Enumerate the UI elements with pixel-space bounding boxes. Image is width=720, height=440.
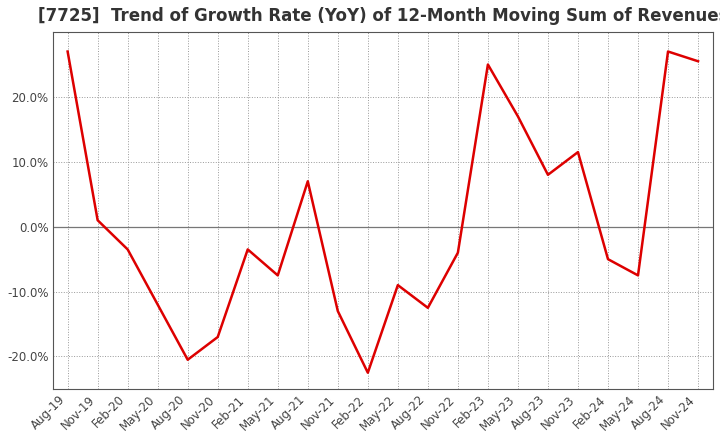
Title: [7725]  Trend of Growth Rate (YoY) of 12-Month Moving Sum of Revenues: [7725] Trend of Growth Rate (YoY) of 12-… [37,7,720,25]
